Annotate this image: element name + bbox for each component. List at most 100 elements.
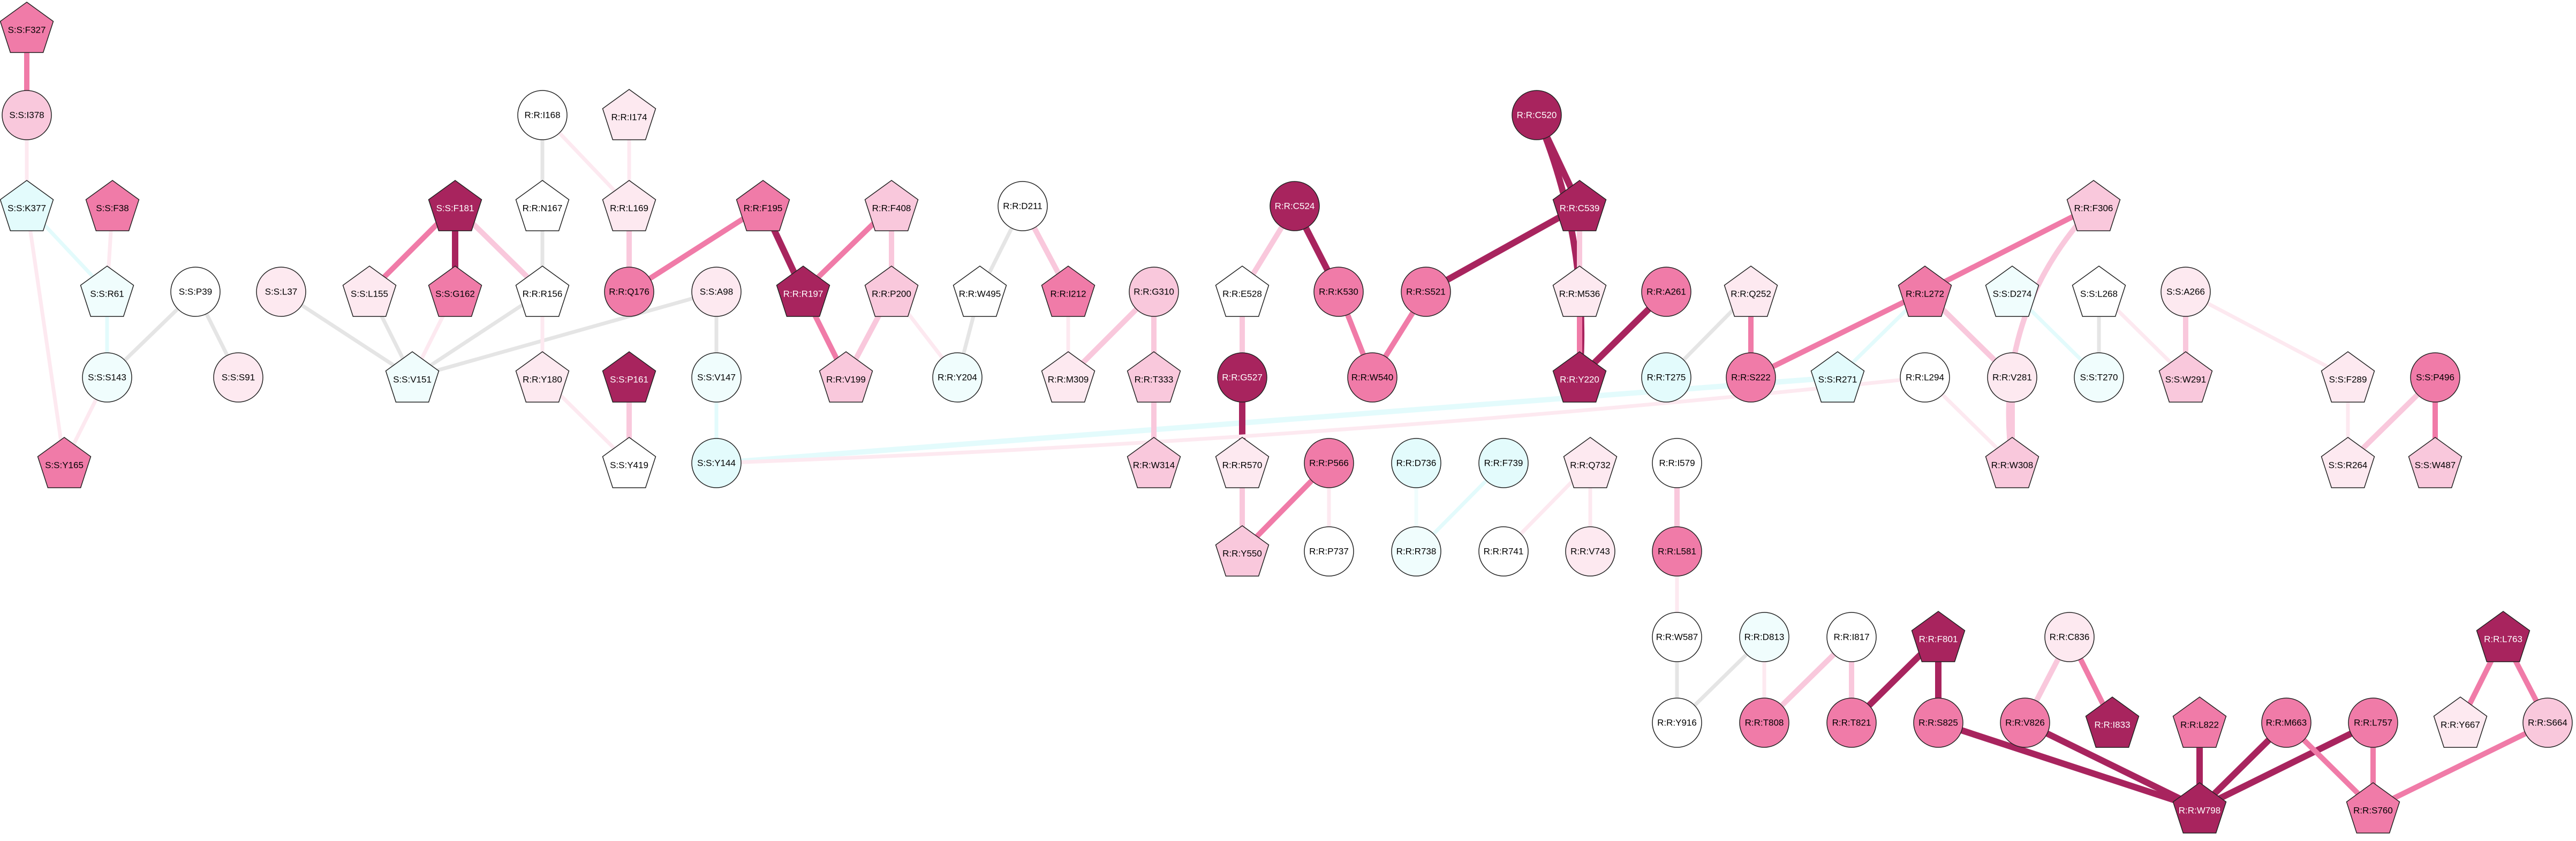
node-s-s-p496[interactable]: S:S:P496 xyxy=(2410,352,2460,403)
node-s-s-f38[interactable]: S:S:F38 xyxy=(85,180,140,231)
node-s-s-d274[interactable]: S:S:D274 xyxy=(1985,266,2039,317)
node-r-r-g527[interactable]: R:R:G527 xyxy=(1217,352,1267,403)
node-r-r-i833[interactable]: R:R:I833 xyxy=(2085,696,2140,748)
node-s-s-l37[interactable]: S:S:L37 xyxy=(256,267,306,317)
node-r-r-p200[interactable]: R:R:P200 xyxy=(864,266,919,317)
node-r-r-s760[interactable]: R:R:S760 xyxy=(2346,782,2400,834)
node-r-r-c836[interactable]: R:R:C836 xyxy=(2044,612,2095,662)
node-r-r-t333[interactable]: R:R:T333 xyxy=(1127,351,1181,403)
node-r-r-s825[interactable]: R:R:S825 xyxy=(1913,698,1963,748)
node-r-r-w798[interactable]: R:R:W798 xyxy=(2172,782,2227,834)
node-s-s-g162[interactable]: S:S:G162 xyxy=(428,266,482,317)
node-s-s-k377[interactable]: S:S:K377 xyxy=(0,180,54,231)
node-r-r-l272[interactable]: R:R:L272 xyxy=(1898,266,1952,317)
node-r-r-p566[interactable]: R:R:P566 xyxy=(1304,438,1354,488)
node-r-r-i168[interactable]: R:R:I168 xyxy=(517,90,568,140)
node-r-r-d813[interactable]: R:R:D813 xyxy=(1739,612,1789,662)
node-r-r-a261[interactable]: R:R:A261 xyxy=(1641,267,1691,317)
node-r-r-i174[interactable]: R:R:I174 xyxy=(602,89,656,140)
node-s-s-w291[interactable]: S:S:W291 xyxy=(2158,351,2213,403)
node-r-r-d736[interactable]: R:R:D736 xyxy=(1391,438,1441,488)
node-s-s-r264[interactable]: S:S:R264 xyxy=(2321,437,2375,488)
node-r-r-l581[interactable]: R:R:L581 xyxy=(1652,526,1702,577)
node-r-r-w540[interactable]: R:R:W540 xyxy=(1347,352,1397,403)
node-s-s-a98[interactable]: S:S:A98 xyxy=(691,267,742,317)
node-r-r-v281[interactable]: R:R:V281 xyxy=(1987,352,2037,403)
node-r-r-m309[interactable]: R:R:M309 xyxy=(1041,351,1096,403)
node-s-s-f327[interactable]: S:S:F327 xyxy=(0,2,54,53)
node-r-r-m663[interactable]: R:R:M663 xyxy=(2261,698,2311,748)
node-r-r-w495[interactable]: R:R:W495 xyxy=(953,266,1007,317)
node-r-r-l757[interactable]: R:R:L757 xyxy=(2348,698,2398,748)
node-s-s-s143[interactable]: S:S:S143 xyxy=(82,352,132,403)
node-r-r-f195[interactable]: R:R:F195 xyxy=(736,180,790,231)
node-r-r-g310[interactable]: R:R:G310 xyxy=(1129,267,1179,317)
node-r-r-v826[interactable]: R:R:V826 xyxy=(2000,698,2050,748)
node-s-s-i378[interactable]: S:S:I378 xyxy=(2,90,52,140)
node-r-r-s521[interactable]: R:R:S521 xyxy=(1401,267,1451,317)
node-r-r-w314[interactable]: R:R:W314 xyxy=(1127,437,1181,488)
node-r-r-q252[interactable]: R:R:Q252 xyxy=(1724,266,1778,317)
node-r-r-f739[interactable]: R:R:F739 xyxy=(1478,438,1529,488)
node-r-r-t275[interactable]: R:R:T275 xyxy=(1641,352,1691,403)
node-r-r-l822[interactable]: R:R:L822 xyxy=(2172,696,2227,748)
node-s-s-r61[interactable]: S:S:R61 xyxy=(80,266,134,317)
node-r-r-y220[interactable]: R:R:Y220 xyxy=(1552,351,1607,403)
node-r-r-r738[interactable]: R:R:R738 xyxy=(1391,526,1441,577)
node-r-r-w587[interactable]: R:R:W587 xyxy=(1652,612,1702,662)
node-r-r-t821[interactable]: R:R:T821 xyxy=(1826,698,1877,748)
node-r-r-y916[interactable]: R:R:Y916 xyxy=(1652,698,1702,748)
node-r-r-c539[interactable]: R:R:C539 xyxy=(1552,180,1607,231)
node-r-r-e528[interactable]: R:R:E528 xyxy=(1215,266,1270,317)
node-r-r-q732[interactable]: R:R:Q732 xyxy=(1563,437,1618,488)
node-s-s-r271[interactable]: S:S:R271 xyxy=(1810,351,1865,403)
node-r-r-s222[interactable]: R:R:S222 xyxy=(1726,352,1776,403)
node-r-r-y550[interactable]: R:R:Y550 xyxy=(1215,525,1270,577)
node-r-r-n167[interactable]: R:R:N167 xyxy=(515,180,570,231)
node-r-r-d211[interactable]: R:R:D211 xyxy=(998,181,1048,231)
node-s-s-s91[interactable]: S:S:S91 xyxy=(213,352,263,403)
node-r-r-y204[interactable]: R:R:Y204 xyxy=(932,352,983,403)
node-r-r-t808[interactable]: R:R:T808 xyxy=(1739,698,1789,748)
node-r-r-q176[interactable]: R:R:Q176 xyxy=(604,267,654,317)
node-r-r-v199[interactable]: R:R:V199 xyxy=(819,351,873,403)
node-r-r-m536[interactable]: R:R:M536 xyxy=(1552,266,1607,317)
node-s-s-v151[interactable]: S:S:V151 xyxy=(385,351,440,403)
node-r-r-w308[interactable]: R:R:W308 xyxy=(1985,437,2039,488)
node-s-s-p161[interactable]: S:S:P161 xyxy=(602,351,656,403)
node-r-r-r156[interactable]: R:R:R156 xyxy=(515,266,570,317)
node-s-s-f289[interactable]: S:S:F289 xyxy=(2321,351,2375,403)
node-s-s-t270[interactable]: S:S:T270 xyxy=(2074,352,2124,403)
node-r-r-l169[interactable]: R:R:L169 xyxy=(602,180,656,231)
node-r-r-i579[interactable]: R:R:I579 xyxy=(1652,438,1702,488)
node-label: R:R:T808 xyxy=(1745,718,1784,728)
node-s-s-y165[interactable]: S:S:Y165 xyxy=(37,437,92,488)
node-r-r-r741[interactable]: R:R:R741 xyxy=(1478,526,1529,577)
node-r-r-r197[interactable]: R:R:R197 xyxy=(776,266,830,317)
node-r-r-v743[interactable]: R:R:V743 xyxy=(1565,526,1615,577)
node-r-r-f408[interactable]: R:R:F408 xyxy=(864,180,919,231)
node-s-s-y144[interactable]: S:S:Y144 xyxy=(691,438,742,488)
node-r-r-y667[interactable]: R:R:Y667 xyxy=(2433,696,2488,748)
node-s-s-l268[interactable]: S:S:L268 xyxy=(2072,266,2126,317)
node-s-s-a266[interactable]: S:S:A266 xyxy=(2160,267,2211,317)
node-s-s-l155[interactable]: S:S:L155 xyxy=(342,266,397,317)
node-r-r-c520[interactable]: R:R:C520 xyxy=(1512,90,1562,140)
node-s-s-w487[interactable]: S:S:W487 xyxy=(2408,437,2462,488)
node-s-s-p39[interactable]: S:S:P39 xyxy=(170,267,221,317)
node-r-r-i817[interactable]: R:R:I817 xyxy=(1826,612,1877,662)
node-r-r-r570[interactable]: R:R:R570 xyxy=(1215,437,1270,488)
node-s-s-v147[interactable]: S:S:V147 xyxy=(691,352,742,403)
node-r-r-p737[interactable]: R:R:P737 xyxy=(1304,526,1354,577)
node-r-r-k530[interactable]: R:R:K530 xyxy=(1313,267,1364,317)
node-r-r-i212[interactable]: R:R:I212 xyxy=(1041,266,1096,317)
node-r-r-c524[interactable]: R:R:C524 xyxy=(1270,181,1320,231)
node-r-r-l763[interactable]: R:R:L763 xyxy=(2476,611,2530,662)
node-s-s-y419[interactable]: S:S:Y419 xyxy=(602,437,656,488)
node-r-r-f801[interactable]: R:R:F801 xyxy=(1911,611,1966,662)
node-r-r-f306[interactable]: R:R:F306 xyxy=(2066,180,2121,231)
node-s-s-f181[interactable]: S:S:F181 xyxy=(428,180,482,231)
node-r-r-l294[interactable]: R:R:L294 xyxy=(1900,352,1950,403)
node-r-r-s664[interactable]: R:R:S664 xyxy=(2522,698,2573,748)
node-r-r-y180[interactable]: R:R:Y180 xyxy=(515,351,570,403)
